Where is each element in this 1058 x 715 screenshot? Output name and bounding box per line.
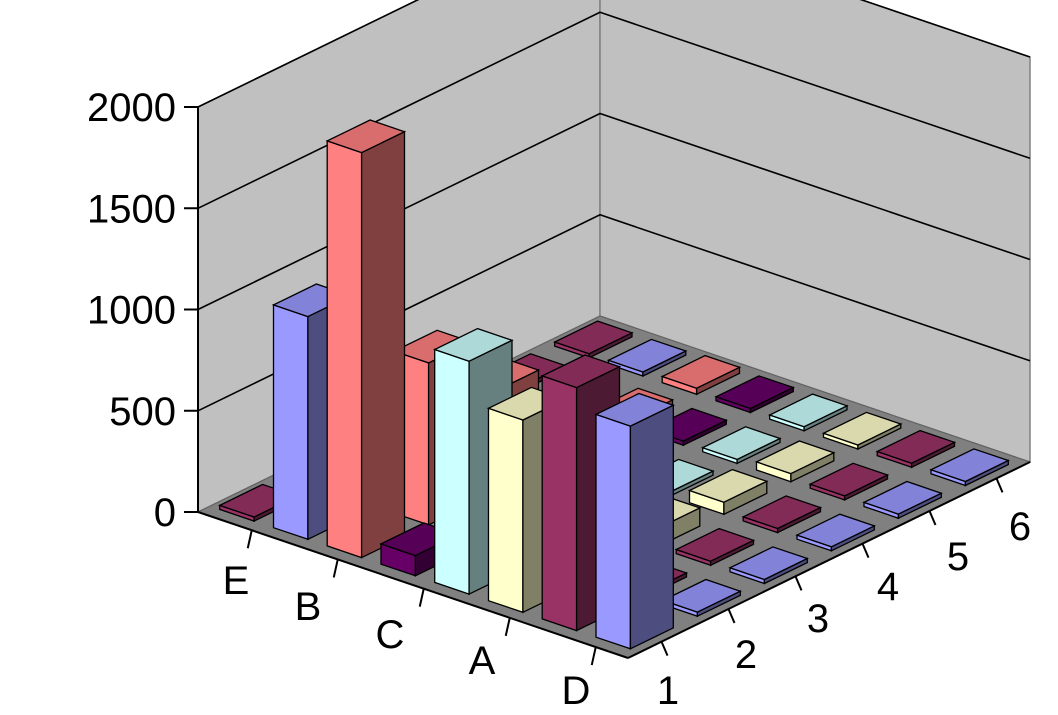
- bar-face-top: [728, 546, 810, 581]
- bar-face-left: [326, 139, 363, 559]
- chart-bars: [217, 119, 1011, 650]
- depth-label: 4: [877, 565, 899, 609]
- depth-label: 5: [947, 535, 969, 579]
- depth-axis-tick: [995, 477, 1004, 493]
- bar-face-right: [629, 404, 674, 650]
- bar-face-top: [875, 429, 957, 464]
- bar-face-top: [754, 440, 836, 475]
- bar-1-1: [594, 392, 676, 650]
- depth-axis-tick: [794, 575, 803, 591]
- bar-6-1: [325, 119, 407, 559]
- category-label: E: [223, 559, 250, 603]
- bar-1-4: [795, 513, 877, 552]
- bar-7-6: [606, 338, 688, 378]
- bar-face-right: [360, 130, 406, 559]
- bar-face-top: [741, 495, 823, 530]
- bar-face-top: [795, 513, 877, 548]
- bar-4-5: [700, 426, 782, 465]
- bar-1-3: [728, 546, 810, 585]
- z-tick-label: 2000: [87, 86, 176, 130]
- bar-face-top: [540, 354, 622, 389]
- bar-face-top: [661, 578, 743, 613]
- category-label: D: [562, 669, 591, 710]
- bar-face-left: [272, 303, 309, 541]
- category-label: C: [376, 613, 405, 657]
- category-label: B: [295, 585, 322, 629]
- bar-8-6: [552, 320, 634, 359]
- bar-face-top: [821, 411, 903, 446]
- bar-face-top: [929, 448, 1011, 483]
- bar-face-top: [714, 375, 796, 410]
- bar-face-left: [595, 413, 632, 650]
- bar-face-top: [660, 354, 742, 389]
- category-axis-tick: [504, 617, 511, 637]
- bar-4-6: [767, 393, 849, 432]
- depth-label: 1: [657, 669, 679, 710]
- bar-face-top: [594, 392, 676, 427]
- bar-1-5: [862, 480, 944, 520]
- depth-label: 6: [1009, 505, 1031, 549]
- bar-face-top: [700, 426, 782, 461]
- bar-face-left: [434, 348, 470, 596]
- bar-2-6: [875, 429, 957, 469]
- z-tick-label: 1500: [87, 187, 176, 231]
- bar-face-top: [606, 338, 688, 373]
- bar-face-top: [767, 393, 849, 428]
- category-label: A: [469, 639, 496, 683]
- bar-2-4: [741, 495, 823, 534]
- depth-label: 3: [807, 597, 829, 641]
- depth-axis-tick: [928, 510, 937, 526]
- depth-axis-tick: [660, 641, 669, 657]
- bar-face-top: [325, 119, 407, 154]
- gridline: [197, 0, 1031, 108]
- bar-6-6: [660, 354, 742, 396]
- bar-1-6: [929, 448, 1011, 487]
- category-axis-tick: [590, 646, 597, 666]
- bar-3-6: [821, 411, 903, 451]
- category-axis-line: [197, 511, 629, 659]
- bar-face-top: [552, 320, 634, 355]
- bar-face-top: [862, 480, 944, 515]
- depth-axis-line: [627, 461, 1031, 659]
- bar-3-4: [687, 468, 769, 516]
- z-tick-label: 1000: [87, 289, 176, 333]
- category-axis-tick: [246, 530, 253, 549]
- z-tick-label: 500: [109, 390, 176, 434]
- bar-2-3: [674, 527, 756, 567]
- bar-3-5: [754, 440, 836, 483]
- z-tick-label: 0: [154, 491, 176, 535]
- depth-axis-tick: [727, 608, 736, 624]
- chart-axes: [184, 106, 1031, 666]
- bar-5-6: [714, 375, 796, 414]
- bar-face-top: [687, 468, 769, 503]
- depth-axis-tick: [861, 543, 870, 559]
- bar-face-top: [674, 527, 756, 562]
- category-axis-tick: [332, 559, 339, 578]
- depth-label: 2: [735, 633, 757, 677]
- chart-labels: 2000 1500 1000 500 0 E B C A D 1 2 3 4 56: [87, 86, 1031, 713]
- bar-face-left: [487, 407, 524, 614]
- bar-face-top: [808, 462, 890, 497]
- bar-face-left: [541, 374, 578, 632]
- bar-face-top: [432, 327, 514, 362]
- category-axis-tick: [418, 588, 425, 607]
- bar-2-5: [808, 462, 890, 501]
